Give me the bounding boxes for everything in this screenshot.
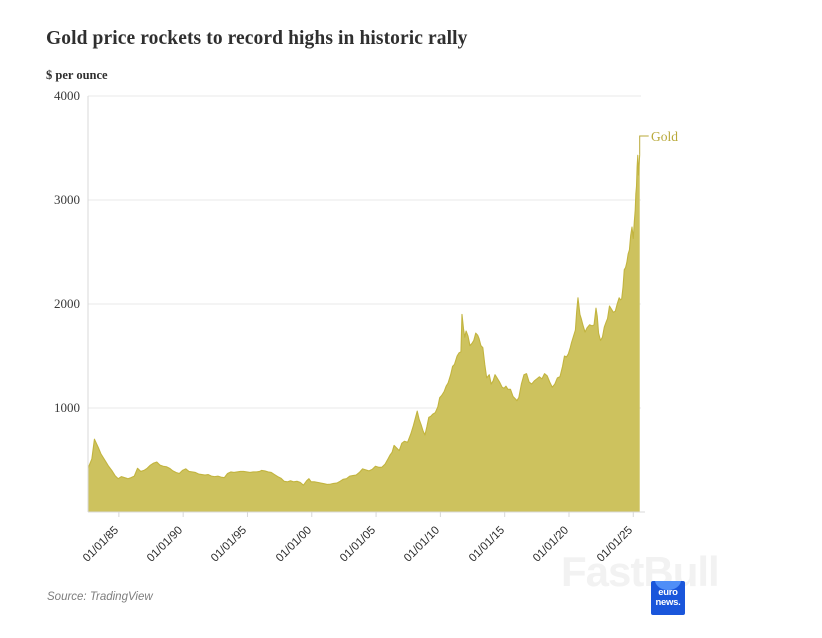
- euronews-logo[interactable]: euro news.: [651, 581, 685, 615]
- series-area-gold: [88, 154, 640, 513]
- y-tick-label: 2000: [54, 296, 80, 311]
- euronews-logo-arc: [655, 581, 681, 590]
- axis-lines: [87, 96, 645, 513]
- x-gridlines: [118, 512, 634, 517]
- series-line-gold: [87, 154, 641, 486]
- y-tick-label: 1000: [54, 400, 80, 415]
- page-title: Gold price rockets to record highs in hi…: [46, 28, 468, 49]
- source-attribution: Source: TradingView: [47, 591, 153, 603]
- y-tick-label: 4000: [54, 88, 80, 103]
- y-axis-unit-label: $ per ounce: [46, 68, 108, 82]
- fastbull-watermark: FastBull: [561, 548, 720, 595]
- y-tick-label: 3000: [54, 192, 80, 207]
- euronews-logo-line1: euro: [658, 587, 678, 598]
- series-label-leader-line: [639, 135, 649, 155]
- gridlines: [88, 95, 641, 409]
- series-label-leader: [639, 135, 649, 155]
- series-label-gold: Gold: [651, 129, 678, 144]
- series-gold-area: [87, 154, 641, 513]
- euronews-logo-line2: news.: [655, 596, 681, 608]
- euronews-logo-text: euro news.: [651, 588, 685, 607]
